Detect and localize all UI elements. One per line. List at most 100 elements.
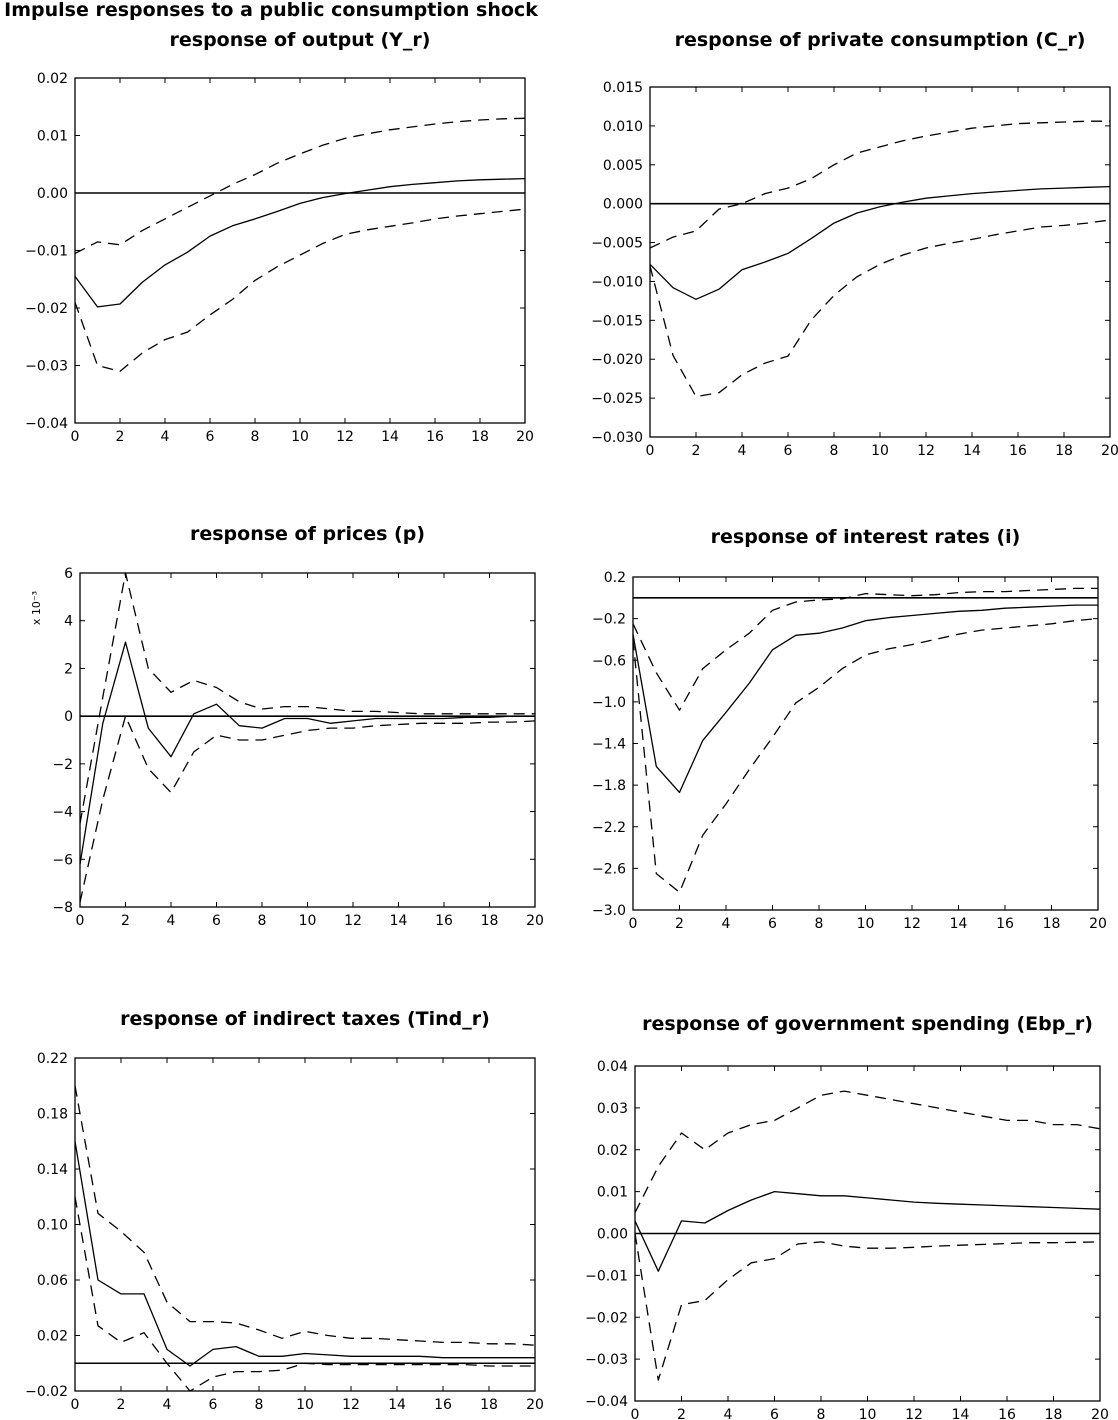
y-tick-label: 6 — [64, 566, 73, 582]
x-tick-label: 4 — [738, 443, 747, 459]
x-tick-label: 16 — [426, 429, 444, 445]
upper-confidence-band — [79, 572, 535, 824]
x-tick-label: 18 — [1043, 916, 1061, 932]
y-tick-label: −0.02 — [585, 1310, 628, 1326]
y-tick-label: 4 — [64, 614, 73, 630]
y-tick-label: 0.02 — [37, 71, 68, 87]
x-tick-label: 0 — [631, 1407, 640, 1420]
x-tick-label: 8 — [817, 1407, 826, 1420]
x-tick-label: 6 — [212, 913, 221, 929]
x-tick-label: 12 — [344, 913, 362, 929]
y-tick-label: 0.18 — [37, 1107, 68, 1123]
plot-frame — [79, 572, 536, 908]
chart-panel-2: response of private consumption (C_r) 0 2 4… — [591, 29, 1118, 459]
y-tick-label: −0.005 — [591, 236, 643, 252]
chart-title: response of government spending (Ebp_r) — [642, 1013, 1093, 1035]
y-tick-label: −0.2 — [592, 612, 626, 628]
y-tick-label: −1.4 — [592, 737, 626, 753]
x-tick-label: 10 — [291, 429, 309, 445]
x-tick-label: 14 — [381, 429, 399, 445]
chart-panel-4: response of interest rates (i) 0 2 4 6 8 10 12 1… — [592, 526, 1107, 932]
chart-panel-6: response of government spending (Ebp_r) 0… — [585, 1013, 1109, 1420]
lower-confidence-band — [79, 715, 536, 903]
lower-confidence-band — [634, 1233, 1101, 1381]
y-tick-label: −8 — [52, 900, 73, 916]
x-tick-label: 10 — [871, 443, 889, 459]
upper-confidence-band — [649, 120, 1110, 249]
x-tick-label: 6 — [209, 1397, 218, 1413]
lower-confidence-band — [74, 1196, 535, 1392]
y-tick-label: −0.01 — [25, 244, 68, 260]
y-tick-label: 0.00 — [37, 186, 68, 202]
y-tick-label: −2.6 — [592, 861, 626, 877]
x-tick-label: 18 — [471, 429, 489, 445]
lower-confidence-band — [649, 219, 1111, 398]
y-tick-label: −0.02 — [25, 1384, 68, 1400]
x-tick-label: 2 — [121, 913, 130, 929]
y-tick-label: 0.04 — [597, 1059, 628, 1075]
y-tick-label: 0 — [64, 709, 73, 725]
x-tick-label: 10 — [299, 913, 317, 929]
y-tick-label: −2 — [52, 757, 73, 773]
y-tick-label: −0.010 — [591, 274, 643, 290]
x-tick-label: 2 — [675, 916, 684, 932]
x-tick-label: 20 — [526, 913, 544, 929]
y-tick-label: −1.8 — [592, 778, 626, 794]
x-tick-label: 14 — [963, 443, 981, 459]
x-tick-label: 0 — [76, 913, 85, 929]
x-tick-label: 0 — [646, 443, 655, 459]
x-tick-label: 10 — [857, 916, 875, 932]
y-tick-label: −0.6 — [592, 653, 626, 669]
y-tick-label: −0.04 — [585, 1394, 628, 1410]
x-tick-label: 14 — [388, 1397, 406, 1413]
x-tick-label: 20 — [1089, 916, 1107, 932]
y-tick-label: −1.0 — [592, 695, 626, 711]
x-tick-label: 0 — [629, 916, 638, 932]
y-tick-label: 0.000 — [603, 197, 643, 213]
y-tick-label: −4 — [52, 805, 73, 821]
y-tick-label: 0.06 — [37, 1273, 68, 1289]
x-tick-label: 18 — [1045, 1407, 1063, 1420]
x-tick-label: 18 — [480, 1397, 498, 1413]
point-estimate-line — [74, 177, 526, 308]
y-tick-label: 0.14 — [37, 1162, 68, 1178]
y-tick-label: −0.04 — [25, 416, 68, 432]
y-tick-label: 0.01 — [597, 1185, 628, 1201]
x-tick-label: 2 — [692, 443, 701, 459]
y-tick-label: −0.01 — [585, 1268, 628, 1284]
plot-frame — [74, 77, 526, 424]
x-tick-label: 20 — [516, 429, 534, 445]
chart-title: response of prices (p) — [190, 523, 425, 545]
x-tick-label: 6 — [768, 916, 777, 932]
chart-title: response of output (Y_r) — [170, 29, 431, 51]
upper-confidence-band — [74, 117, 526, 254]
x-tick-label: 8 — [258, 913, 267, 929]
x-tick-label: 12 — [903, 916, 921, 932]
y-tick-label: −0.030 — [591, 430, 643, 446]
y-tick-label: 2 — [64, 661, 73, 677]
x-tick-label: 6 — [206, 429, 215, 445]
y-tick-label: −3.0 — [592, 903, 626, 919]
x-tick-label: 4 — [722, 916, 731, 932]
point-estimate-line — [632, 604, 1098, 794]
x-tick-label: 16 — [996, 916, 1014, 932]
y-tick-label: 0.02 — [37, 1329, 68, 1345]
lower-confidence-band — [74, 208, 526, 372]
y-tick-label: 0.00 — [597, 1227, 628, 1243]
point-estimate-line — [634, 1190, 1101, 1272]
chart-panel-5: response of indirect taxes (Tind_r) 0 2 4 6 8… — [25, 1008, 544, 1413]
x-tick-label: 0 — [71, 429, 80, 445]
upper-confidence-band — [74, 1085, 536, 1346]
point-estimate-line — [79, 641, 535, 865]
x-tick-label: 20 — [1091, 1407, 1109, 1420]
x-tick-label: 16 — [434, 1397, 452, 1413]
x-tick-label: 4 — [161, 429, 170, 445]
y-axis-multiplier: x 10⁻³ — [30, 591, 43, 625]
y-tick-label: 0.2 — [604, 570, 626, 586]
x-tick-label: 12 — [905, 1407, 923, 1420]
x-tick-label: 12 — [336, 429, 354, 445]
x-tick-label: 6 — [784, 443, 793, 459]
plot-frame — [649, 86, 1111, 438]
x-tick-label: 4 — [167, 913, 176, 929]
